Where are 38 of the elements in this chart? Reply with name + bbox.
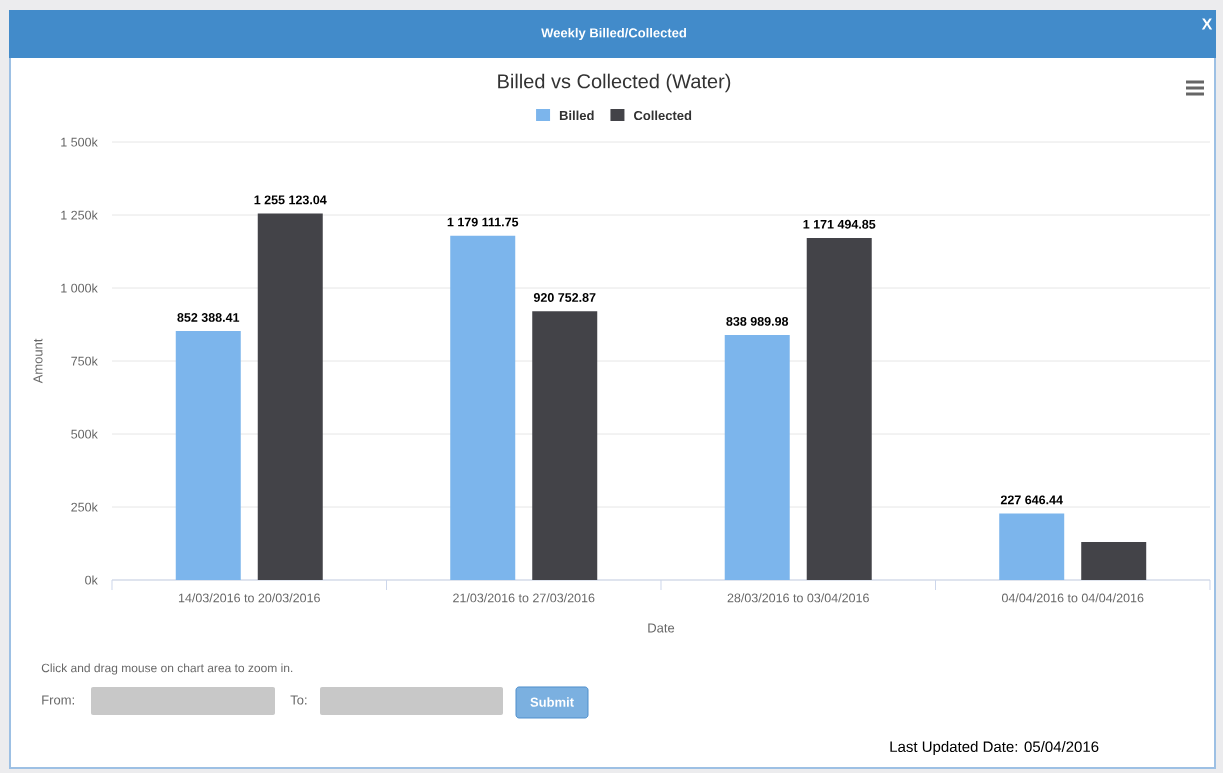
data-label: 1 179 111.75 [447,217,519,227]
x-tick-label: 28/03/2016 to 03/04/2016 [727,593,869,603]
bar [175,331,241,580]
text: X [1201,18,1213,30]
data-label: 227 646.44 [1000,495,1063,505]
data-label: 838 989.98 [726,316,789,326]
data-label: 1 171 494.85 [803,219,876,229]
bar [724,335,790,580]
y-tick-label: 250k [71,502,98,512]
legend-label: Collected [633,110,692,121]
text: To: [290,695,307,705]
text: Last Updated Date: 05/04/2016 [890,740,1099,755]
y-tick-label: 1 000k [61,283,98,293]
bar [450,235,516,580]
y-tick-label: 0k [85,575,98,585]
y-tick-label: 1 250k [61,210,98,220]
data-label: 1 255 123.04 [254,195,327,205]
text: Click and drag mouse on chart area to zoom in. [41,663,293,675]
x-tick-label: 21/03/2016 to 27/03/2016 [453,593,595,603]
y-tick-label: 750k [71,356,98,366]
y-tick-label: 500k [71,429,98,439]
legend-label: Billed [559,110,594,121]
text: Weekly Billed/Collected [541,27,686,41]
chart-title: Billed vs Collected (Water) [498,73,731,93]
x-tick-label: 14/03/2016 to 20/03/2016 [178,593,320,603]
data-label: 920 752.87 [533,293,596,302]
bar [532,311,598,580]
data-label: 852 388.41 [177,313,240,322]
bar [257,213,323,580]
y-axis-title: Amount [33,338,43,384]
bar [806,237,872,580]
x-axis-title: Date [648,623,675,633]
text: Submit [530,697,574,707]
text: From: [42,695,74,705]
y-tick-label: 1 500k [61,137,98,147]
x-tick-label: 04/04/2016 to 04/04/2016 [1001,593,1144,603]
bar [999,513,1065,580]
bar [1081,542,1147,580]
